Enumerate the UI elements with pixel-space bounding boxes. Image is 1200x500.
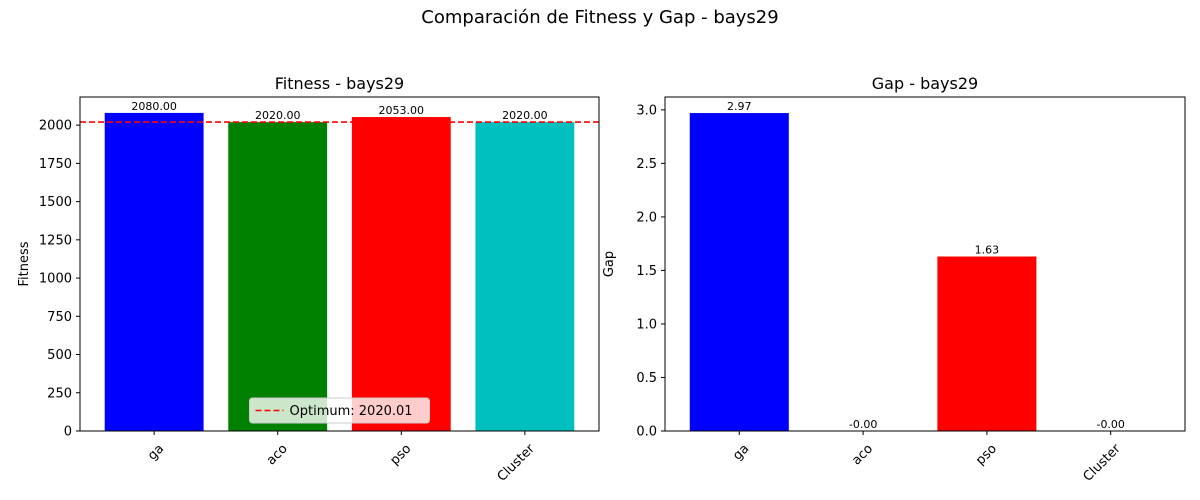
fitness-y-axis-label: Fitness (17, 241, 32, 286)
gap-y-tick-label: 0.5 (636, 371, 657, 386)
fitness-bar-pso (351, 117, 451, 432)
fitness-y-tick-label: 1500 (39, 195, 72, 210)
fitness-x-tick-label-aco: aco (264, 441, 291, 468)
fitness-value-label-cluster: 2020.00 (502, 109, 548, 122)
gap-y-tick-label: 0.0 (636, 425, 657, 440)
fitness-y-tick-label: 1750 (39, 157, 72, 172)
gap-x-tick-label-ga: ga (730, 441, 752, 463)
gap-y-tick-label: 1.0 (636, 317, 657, 332)
gap-y-tick-label: 3.0 (636, 103, 657, 118)
fitness-bar-cluster (475, 122, 575, 431)
fitness-y-tick-label: 1000 (39, 272, 72, 287)
gap-value-label-cluster: -0.00 (1096, 418, 1124, 431)
figure-title: Comparación de Fitness y Gap - bays29 (421, 7, 779, 28)
fitness-value-label-pso: 2053.00 (379, 104, 425, 117)
fitness-x-tick-label-ga: ga (145, 441, 167, 463)
gap-value-label-ga: 2.97 (727, 100, 752, 113)
fitness-chart-title: Fitness - bays29 (275, 74, 404, 93)
gap-bar-ga (689, 113, 789, 432)
gap-x-tick-label-pso: pso (973, 441, 1000, 468)
gap-bar-pso (937, 256, 1037, 431)
fitness-y-tick-label: 1250 (39, 233, 72, 248)
fitness-value-label-aco: 2020.00 (255, 109, 301, 122)
legend-optimum-label: Optimum: 2020.01 (290, 404, 413, 419)
fitness-bar-aco (228, 122, 328, 431)
fitness-y-tick-label: 750 (47, 310, 72, 325)
legend-box (249, 397, 430, 424)
fitness-x-tick-label-pso: pso (387, 441, 414, 468)
fitness-bar-ga (104, 112, 204, 432)
gap-y-tick-label: 2.5 (636, 157, 657, 172)
fitness-y-tick-label: 500 (47, 348, 72, 363)
fitness-x-tick-label-cluster: Cluster (495, 441, 539, 485)
gap-y-axis-label: Gap (602, 251, 617, 277)
fitness-y-tick-label: 250 (47, 386, 72, 401)
fitness-y-tick-label: 0 (64, 425, 72, 440)
fitness-plot-frame (79, 96, 600, 432)
gap-x-tick-label-aco: aco (849, 441, 876, 468)
fitness-value-label-ga: 2080.00 (131, 100, 177, 113)
gap-y-tick-label: 1.5 (636, 264, 657, 279)
gap-value-label-aco: -0.00 (849, 418, 877, 431)
gap-x-tick-label-cluster: Cluster (1081, 441, 1125, 485)
gap-y-tick-label: 2.0 (636, 210, 657, 225)
gap-chart-title: Gap - bays29 (872, 74, 978, 93)
gap-value-label-pso: 1.63 (975, 244, 1000, 257)
gap-plot-frame (664, 96, 1186, 432)
fitness-y-tick-label: 2000 (39, 119, 72, 134)
